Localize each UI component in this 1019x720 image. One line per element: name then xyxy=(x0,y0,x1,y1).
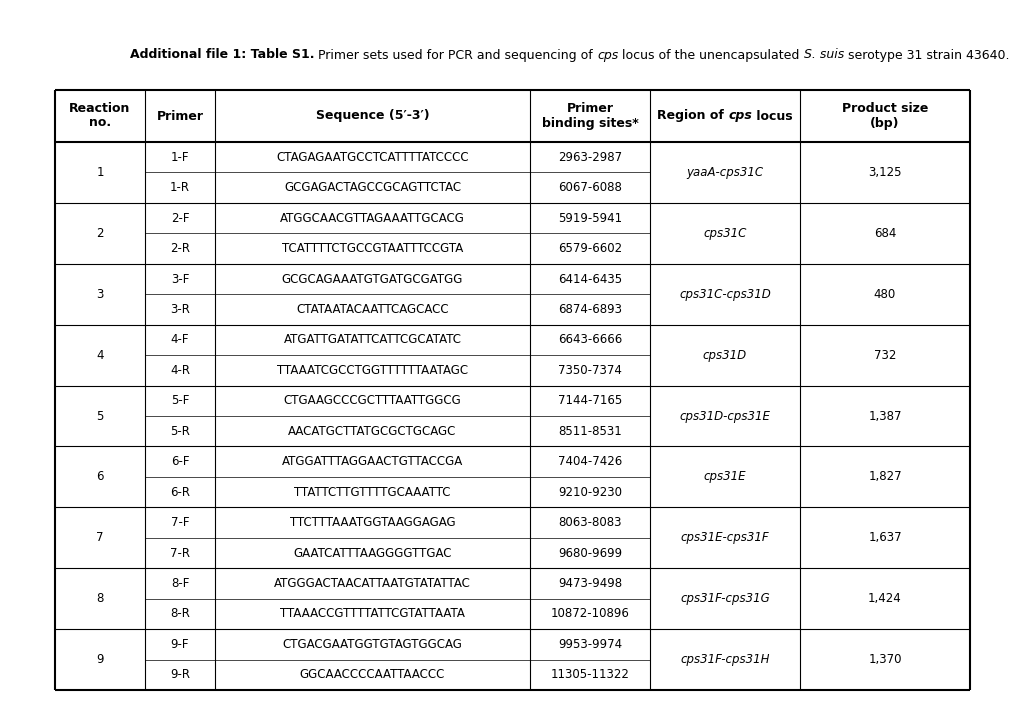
Text: 3-F: 3-F xyxy=(170,272,189,286)
Text: locus of the unencapsulated: locus of the unencapsulated xyxy=(618,48,803,61)
Text: 9210-9230: 9210-9230 xyxy=(557,485,622,499)
Text: serotype 31 strain 43640.: serotype 31 strain 43640. xyxy=(844,48,1009,61)
Text: 2-R: 2-R xyxy=(170,242,190,255)
Text: 684: 684 xyxy=(873,227,896,240)
Text: CTATAATACAATTCAGCACC: CTATAATACAATTCAGCACC xyxy=(296,303,448,316)
Text: 6579-6602: 6579-6602 xyxy=(557,242,622,255)
Text: S. suis: S. suis xyxy=(803,48,844,61)
Text: ATGGATTTAGGAACTGTTACCGA: ATGGATTTAGGAACTGTTACCGA xyxy=(281,455,463,468)
Text: GAATCATTTAAGGGGTTGAC: GAATCATTTAAGGGGTTGAC xyxy=(293,546,451,559)
Text: GCGAGACTAGCCGCAGTTCTAC: GCGAGACTAGCCGCAGTTCTAC xyxy=(283,181,461,194)
Text: Primer sets used for PCR and sequencing of: Primer sets used for PCR and sequencing … xyxy=(314,48,597,61)
Text: 5: 5 xyxy=(96,410,104,423)
Text: 8511-8531: 8511-8531 xyxy=(557,425,622,438)
Text: 9473-9498: 9473-9498 xyxy=(557,577,622,590)
Text: 7144-7165: 7144-7165 xyxy=(557,395,622,408)
Text: ATGGCAACGTTAGAAATTGCACG: ATGGCAACGTTAGAAATTGCACG xyxy=(280,212,465,225)
Text: 9680-9699: 9680-9699 xyxy=(557,546,622,559)
Text: 1,424: 1,424 xyxy=(867,592,901,606)
Text: AACATGCTTATGCGCTGCAGC: AACATGCTTATGCGCTGCAGC xyxy=(288,425,457,438)
Text: 10872-10896: 10872-10896 xyxy=(550,608,629,621)
Text: 5919-5941: 5919-5941 xyxy=(557,212,622,225)
Text: GGCAACCCCAATTAACCC: GGCAACCCCAATTAACCC xyxy=(300,668,444,681)
Text: 6643-6666: 6643-6666 xyxy=(557,333,622,346)
Text: ATGGGACTAACATTAATGTATATTAC: ATGGGACTAACATTAATGTATATTAC xyxy=(274,577,471,590)
Text: GCGCAGAAATGTGATGCGATGG: GCGCAGAAATGTGATGCGATGG xyxy=(281,272,463,286)
Text: cps31C: cps31C xyxy=(703,227,746,240)
Text: 1: 1 xyxy=(96,166,104,179)
Text: 11305-11322: 11305-11322 xyxy=(550,668,629,681)
Text: 732: 732 xyxy=(873,348,896,361)
Text: 7350-7374: 7350-7374 xyxy=(557,364,622,377)
Text: TTAAATCGCCTGGTTTTTTAATAGC: TTAAATCGCCTGGTTTTTTAATAGC xyxy=(277,364,468,377)
Text: Sequence (5′-3′): Sequence (5′-3′) xyxy=(315,109,429,122)
Text: 1,370: 1,370 xyxy=(867,653,901,666)
Text: no.: no. xyxy=(89,117,111,130)
Text: 9953-9974: 9953-9974 xyxy=(557,638,622,651)
Text: CTAGAGAATGCCTCATTTTATCCCC: CTAGAGAATGCCTCATTTTATCCCC xyxy=(276,150,469,163)
Text: 3,125: 3,125 xyxy=(867,166,901,179)
Text: 1,637: 1,637 xyxy=(867,531,901,544)
Text: 4: 4 xyxy=(96,348,104,361)
Text: 480: 480 xyxy=(873,288,896,301)
Text: binding sites*: binding sites* xyxy=(541,117,638,130)
Text: 6874-6893: 6874-6893 xyxy=(557,303,622,316)
Text: 7: 7 xyxy=(96,531,104,544)
Text: TTCTTTAAATGGTAAGGAGAG: TTCTTTAAATGGTAAGGAGAG xyxy=(289,516,454,529)
Text: 2-F: 2-F xyxy=(170,212,190,225)
Text: cps31F-cps31G: cps31F-cps31G xyxy=(680,592,769,606)
Text: 1-F: 1-F xyxy=(170,150,190,163)
Text: 5-R: 5-R xyxy=(170,425,190,438)
Text: 4-F: 4-F xyxy=(170,333,190,346)
Text: 8063-8083: 8063-8083 xyxy=(557,516,622,529)
Text: cps31F-cps31H: cps31F-cps31H xyxy=(680,653,769,666)
Text: 6067-6088: 6067-6088 xyxy=(557,181,622,194)
Text: cps31C-cps31D: cps31C-cps31D xyxy=(679,288,770,301)
Text: TTATTCTTGTTTTGCAAATTC: TTATTCTTGTTTTGCAAATTC xyxy=(293,485,450,499)
Text: cps31E: cps31E xyxy=(703,470,746,483)
Text: yaaA-cps31C: yaaA-cps31C xyxy=(686,166,763,179)
Text: Product size: Product size xyxy=(841,102,927,115)
Text: TTAAACCGTTTTATTCGTATTAATA: TTAAACCGTTTTATTCGTATTAATA xyxy=(280,608,465,621)
Text: 5-F: 5-F xyxy=(170,395,189,408)
Text: 6-R: 6-R xyxy=(170,485,190,499)
Text: 7-R: 7-R xyxy=(170,546,190,559)
Text: 3: 3 xyxy=(96,288,104,301)
Text: Reaction: Reaction xyxy=(69,102,130,115)
Text: 8-R: 8-R xyxy=(170,608,190,621)
Text: 7-F: 7-F xyxy=(170,516,190,529)
Text: 9-R: 9-R xyxy=(170,668,190,681)
Text: Primer: Primer xyxy=(566,102,612,115)
Text: cps31E-cps31F: cps31E-cps31F xyxy=(680,531,768,544)
Text: 6-F: 6-F xyxy=(170,455,190,468)
Text: 8-F: 8-F xyxy=(170,577,189,590)
Text: cps: cps xyxy=(597,48,618,61)
Text: 1,387: 1,387 xyxy=(867,410,901,423)
Text: cps: cps xyxy=(728,109,752,122)
Text: Region of: Region of xyxy=(656,109,728,122)
Text: Additional file 1: Table S1.: Additional file 1: Table S1. xyxy=(129,48,314,61)
Text: 8: 8 xyxy=(96,592,104,606)
Text: cps31D: cps31D xyxy=(702,348,746,361)
Text: 9-F: 9-F xyxy=(170,638,190,651)
Text: locus: locus xyxy=(752,109,792,122)
Text: 9: 9 xyxy=(96,653,104,666)
Text: TCATTTTCTGCCGTAATTTCCGTA: TCATTTTCTGCCGTAATTTCCGTA xyxy=(281,242,463,255)
Text: ATGATTGATATTCATTCGCATATC: ATGATTGATATTCATTCGCATATC xyxy=(283,333,461,346)
Text: CTGAAGCCCGCTTTAATTGGCG: CTGAAGCCCGCTTTAATTGGCG xyxy=(283,395,461,408)
Text: 6414-6435: 6414-6435 xyxy=(557,272,622,286)
Text: (bp): (bp) xyxy=(869,117,899,130)
Text: Primer: Primer xyxy=(156,109,204,122)
Text: 3-R: 3-R xyxy=(170,303,190,316)
Text: cps31D-cps31E: cps31D-cps31E xyxy=(679,410,769,423)
Text: 7404-7426: 7404-7426 xyxy=(557,455,622,468)
Text: 2963-2987: 2963-2987 xyxy=(557,150,622,163)
Text: 1-R: 1-R xyxy=(170,181,190,194)
Text: 1,827: 1,827 xyxy=(867,470,901,483)
Text: 4-R: 4-R xyxy=(170,364,190,377)
Text: 6: 6 xyxy=(96,470,104,483)
Text: CTGACGAATGGTGTAGTGGCAG: CTGACGAATGGTGTAGTGGCAG xyxy=(282,638,462,651)
Text: 2: 2 xyxy=(96,227,104,240)
